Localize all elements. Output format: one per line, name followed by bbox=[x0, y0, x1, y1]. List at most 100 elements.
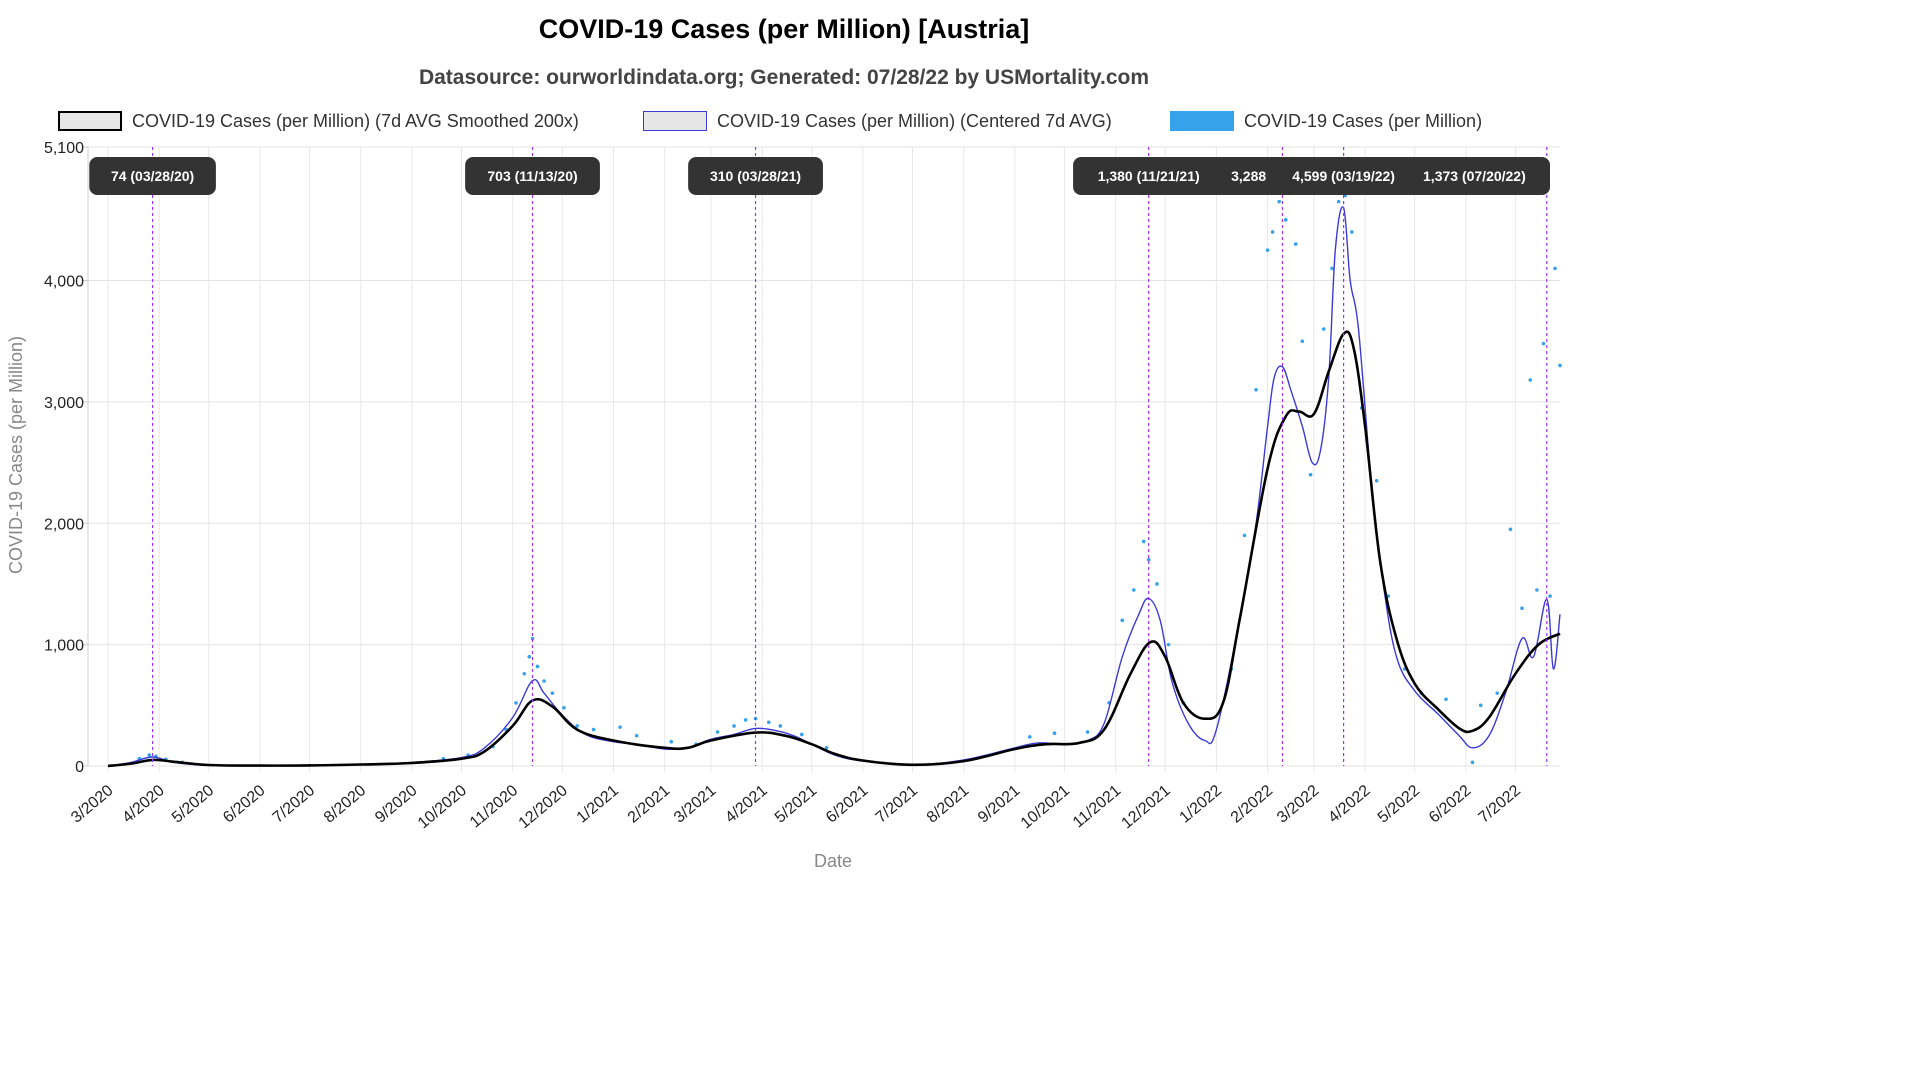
data-point bbox=[514, 701, 518, 705]
data-point bbox=[1308, 472, 1313, 477]
data-point bbox=[1283, 218, 1288, 222]
data-point bbox=[1132, 588, 1136, 592]
legend-swatch-centered bbox=[643, 111, 707, 131]
legend-label-centered: COVID-19 Cases (per Million) (Centered 7… bbox=[717, 110, 1112, 131]
annotation-box bbox=[1268, 157, 1420, 195]
data-point bbox=[778, 724, 783, 728]
y-tick-label: 1,000 bbox=[44, 638, 84, 655]
data-point bbox=[1520, 606, 1524, 611]
data-point bbox=[1336, 199, 1341, 204]
data-point bbox=[1470, 760, 1475, 765]
x-tick-label: 4/2021 bbox=[722, 782, 770, 827]
y-axis-label: COVID-19 Cases (per Million) bbox=[6, 336, 26, 574]
data-point bbox=[1166, 642, 1171, 647]
data-point bbox=[1146, 557, 1151, 562]
x-tick-label: 7/2020 bbox=[270, 782, 318, 827]
data-point bbox=[799, 732, 804, 737]
data-point bbox=[824, 745, 829, 750]
x-tick-label: 11/2021 bbox=[1070, 782, 1124, 832]
data-point bbox=[715, 730, 720, 734]
x-tick-label: 12/2020 bbox=[516, 782, 571, 832]
data-point bbox=[1330, 266, 1334, 271]
x-tick-label: 10/2021 bbox=[1018, 782, 1073, 832]
x-tick-label: 1/2022 bbox=[1177, 782, 1225, 827]
x-tick-label: 10/2020 bbox=[415, 782, 470, 832]
x-tick-label: 5/2021 bbox=[772, 782, 820, 827]
x-tick-label: 2/2021 bbox=[625, 782, 673, 827]
legend-item-centered[interactable]: COVID-19 Cases (per Million) (Centered 7… bbox=[643, 108, 1112, 134]
annotation-box bbox=[1398, 157, 1550, 195]
chart-title: COVID-19 Cases (per Million) [Austria] bbox=[538, 14, 1030, 44]
annotation-box bbox=[688, 157, 823, 195]
data-point bbox=[1027, 735, 1032, 739]
data-point bbox=[550, 691, 555, 695]
annotation-label: 1,373 (07/20/22) bbox=[1423, 168, 1526, 184]
annotation-label: 4,599 (03/19/22) bbox=[1292, 168, 1395, 184]
data-point bbox=[1052, 731, 1057, 736]
legend-item-smoothed[interactable]: COVID-19 Cases (per Million) (7d AVG Smo… bbox=[58, 108, 579, 134]
x-tick-label: 8/2020 bbox=[321, 782, 369, 827]
data-point bbox=[1478, 703, 1483, 708]
data-point bbox=[591, 727, 596, 732]
x-tick-label: 11/2020 bbox=[467, 782, 521, 832]
data-point bbox=[766, 720, 771, 725]
raw-cases-dots bbox=[137, 193, 1562, 765]
data-point bbox=[1277, 199, 1281, 204]
data-point bbox=[1293, 242, 1298, 246]
annotation-box bbox=[89, 157, 216, 195]
data-point bbox=[1265, 248, 1270, 252]
x-tick-label: 7/2022 bbox=[1476, 782, 1524, 827]
x-tick-label: 4/2022 bbox=[1325, 782, 1373, 827]
y-axis-ticks: 0 1,000 2,000 3,000 4,000 5,100 bbox=[44, 140, 88, 776]
annotation-box bbox=[1073, 157, 1225, 195]
data-point bbox=[743, 718, 748, 722]
data-point bbox=[1254, 387, 1258, 392]
grid-lines bbox=[87, 146, 1560, 772]
x-tick-label: 1/2021 bbox=[574, 782, 622, 827]
data-point bbox=[1141, 539, 1146, 544]
x-tick-label: 3/2020 bbox=[68, 782, 116, 827]
x-tick-label: 3/2022 bbox=[1274, 782, 1322, 827]
data-point bbox=[527, 654, 532, 659]
y-tick-label: 2,000 bbox=[44, 516, 84, 533]
data-point bbox=[732, 724, 736, 728]
annotation-label: 703 (11/13/20) bbox=[487, 168, 577, 184]
y-tick-label: 0 bbox=[75, 759, 84, 776]
data-point bbox=[530, 636, 535, 641]
data-point bbox=[1321, 327, 1326, 331]
data-point bbox=[1155, 582, 1159, 586]
data-point bbox=[1300, 339, 1305, 343]
chart-subtitle: Datasource: ourworldindata.org; Generate… bbox=[418, 66, 1150, 89]
x-tick-label: 4/2020 bbox=[119, 782, 167, 827]
annotation-label: 1,380 (11/21/21) bbox=[1098, 168, 1200, 184]
data-point bbox=[147, 753, 152, 757]
data-point bbox=[535, 664, 540, 669]
data-point bbox=[634, 733, 639, 738]
legend-swatch-raw bbox=[1170, 111, 1234, 131]
y-tick-label: 5,100 bbox=[44, 140, 84, 157]
data-point bbox=[1558, 363, 1562, 368]
x-axis-label: Date bbox=[814, 851, 852, 871]
data-point bbox=[562, 705, 566, 710]
x-tick-label: 6/2022 bbox=[1426, 782, 1474, 827]
series-lines bbox=[107, 206, 1561, 768]
series-line-smoothed bbox=[107, 330, 1561, 768]
x-tick-label: 8/2021 bbox=[924, 782, 972, 827]
legend-label-raw: COVID-19 Cases (per Million) bbox=[1244, 110, 1483, 131]
data-point bbox=[618, 725, 622, 729]
x-tick-label: 6/2020 bbox=[220, 782, 268, 827]
data-point bbox=[1528, 378, 1533, 382]
data-point bbox=[1085, 730, 1090, 734]
legend-item-raw[interactable]: COVID-19 Cases (per Million) bbox=[1170, 108, 1482, 134]
data-point bbox=[1374, 478, 1379, 483]
y-tick-label: 3,000 bbox=[44, 395, 84, 412]
x-tick-label: 5/2022 bbox=[1375, 782, 1423, 827]
data-point bbox=[1508, 527, 1513, 532]
chart-legend: COVID-19 Cases (per Million) (7d AVG Smo… bbox=[0, 108, 1568, 134]
data-point bbox=[1242, 533, 1247, 538]
data-point bbox=[1350, 230, 1354, 234]
data-point bbox=[575, 724, 579, 728]
legend-swatch-smoothed bbox=[58, 111, 122, 131]
legend-label-smoothed: COVID-19 Cases (per Million) (7d AVG Smo… bbox=[132, 110, 579, 131]
